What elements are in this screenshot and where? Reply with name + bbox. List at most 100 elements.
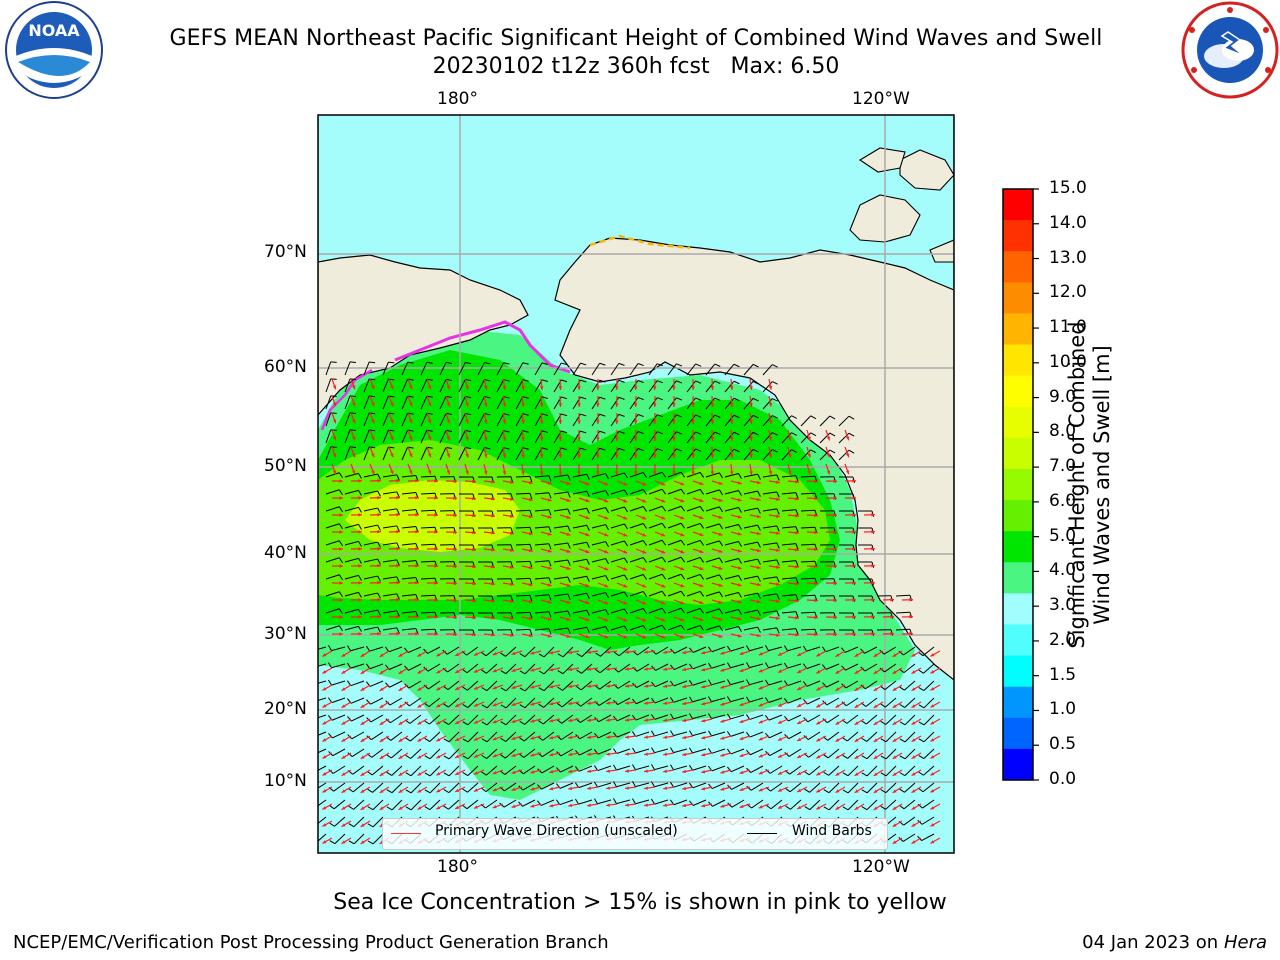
wind-barb (485, 799, 498, 809)
wind-barb-feather (386, 754, 392, 759)
wave-direction-arrowhead (644, 684, 648, 688)
wind-barb (515, 611, 531, 614)
wave-direction-arrowhead (833, 496, 837, 500)
lon-top-label-120w: 120°W (852, 89, 910, 109)
wind-barb-feather (405, 754, 411, 759)
wind-barb-feather (481, 771, 487, 776)
wind-barb (743, 609, 758, 614)
wind-barb (325, 412, 332, 427)
wave-direction-arrowhead (661, 516, 666, 520)
wave-direction-arrowhead (739, 753, 744, 757)
wind-barb (629, 574, 644, 580)
wave-direction-arrowhead (511, 736, 516, 740)
wind-barb (828, 765, 840, 776)
wind-barb-feather (328, 733, 333, 739)
wave-direction-arrowhead (596, 454, 600, 458)
wave-direction-arrowhead (604, 532, 609, 537)
wind-barb (591, 490, 606, 495)
wave-direction-arrowhead (434, 496, 438, 500)
wind-barb (458, 430, 466, 444)
wave-direction-arrowhead (547, 566, 552, 570)
wind-barb-feather (529, 578, 533, 585)
wave-direction-arrowhead (691, 403, 695, 407)
wind-barb-feather (567, 474, 571, 481)
wave-direction-arrowhead (396, 479, 400, 483)
wind-barb-feather (396, 508, 400, 515)
wind-barb (553, 362, 562, 376)
wind-barb (724, 540, 739, 546)
lat-label-10n: 10°N (264, 771, 307, 791)
wind-barb-feather (348, 787, 354, 793)
wave-direction-arrowhead (663, 803, 667, 807)
wind-barb-feather (503, 430, 510, 433)
wind-barb-feather (623, 574, 628, 581)
wave-direction-arrowhead (455, 669, 460, 673)
wind-barb-feather (557, 703, 563, 708)
wind-barb (401, 594, 416, 597)
wind-barb-feather (443, 755, 450, 760)
wave-direction-arrowhead (720, 736, 725, 740)
colorbar-frame (1002, 188, 1034, 781)
wind-barb (828, 782, 840, 794)
wave-direction-arrowhead (491, 480, 495, 484)
wind-barb (401, 543, 416, 546)
wind-barb (648, 488, 663, 495)
wave-direction-arrowhead (833, 598, 837, 602)
wave-direction-arrowhead (680, 549, 685, 554)
wave-direction-arrowhead (568, 684, 573, 689)
wave-direction-arrowhead (511, 787, 516, 791)
wind-barb (485, 646, 498, 657)
wind-barb-feather (757, 592, 761, 599)
colorbar-segment (1003, 282, 1033, 314)
wind-barb-feather (795, 628, 799, 635)
wave-direction-arrowhead (623, 482, 628, 486)
wind-barb-feather (561, 430, 568, 434)
wind-barb (331, 680, 346, 686)
wind-barb-feather (481, 669, 487, 674)
wave-direction-arrowhead (797, 737, 802, 741)
wind-barb-feather (599, 379, 606, 383)
wave-direction-arrowhead (547, 600, 552, 604)
wave-direction-arrowhead (558, 437, 563, 441)
wind-barb (790, 799, 802, 810)
wave-direction-arrowhead (472, 615, 476, 620)
wind-barb-feather (637, 448, 644, 452)
wind-barb (807, 731, 821, 740)
wave-direction-arrowhead (446, 402, 450, 407)
wind-barb-feather (481, 738, 488, 743)
wave-direction-arrowhead (604, 498, 609, 503)
wind-barb (486, 663, 498, 674)
wind-barb (477, 362, 485, 376)
wind-barb-feather (918, 721, 925, 726)
wave-direction-arrowhead (663, 718, 667, 722)
wind-barb (562, 646, 574, 658)
wind-barb (410, 765, 422, 777)
wind-barb (730, 680, 745, 686)
wave-direction-arrowhead (568, 752, 573, 757)
wind-barb (809, 799, 821, 811)
wave-direction-arrowhead (930, 670, 935, 674)
wind-barb (846, 697, 859, 707)
wave-direction-arrowhead (446, 419, 450, 424)
wind-barb (686, 607, 701, 614)
wave-direction-arrowhead (777, 652, 782, 656)
wind-barb (505, 697, 517, 709)
wind-barb-feather (860, 648, 865, 654)
wave-direction-arrowhead (720, 753, 725, 757)
wave-direction-arrowhead (911, 755, 916, 759)
colorbar-segment (1003, 220, 1033, 252)
wind-barb (692, 646, 707, 653)
wave-direction-arrowhead (835, 755, 840, 759)
wind-barb (578, 782, 593, 789)
wave-direction-arrowhead (661, 635, 666, 639)
wind-barb (562, 663, 574, 675)
wind-barb (705, 489, 720, 495)
wave-direction-arrowhead (358, 530, 362, 534)
wind-barb (654, 680, 669, 688)
wind-barb-feather (580, 447, 587, 451)
wind-barb-feather (586, 627, 590, 633)
wind-barb (504, 765, 517, 775)
wave-direction-arrowhead (455, 805, 460, 809)
wind-barb-feather (443, 789, 450, 794)
wind-barb-feather (642, 557, 648, 563)
